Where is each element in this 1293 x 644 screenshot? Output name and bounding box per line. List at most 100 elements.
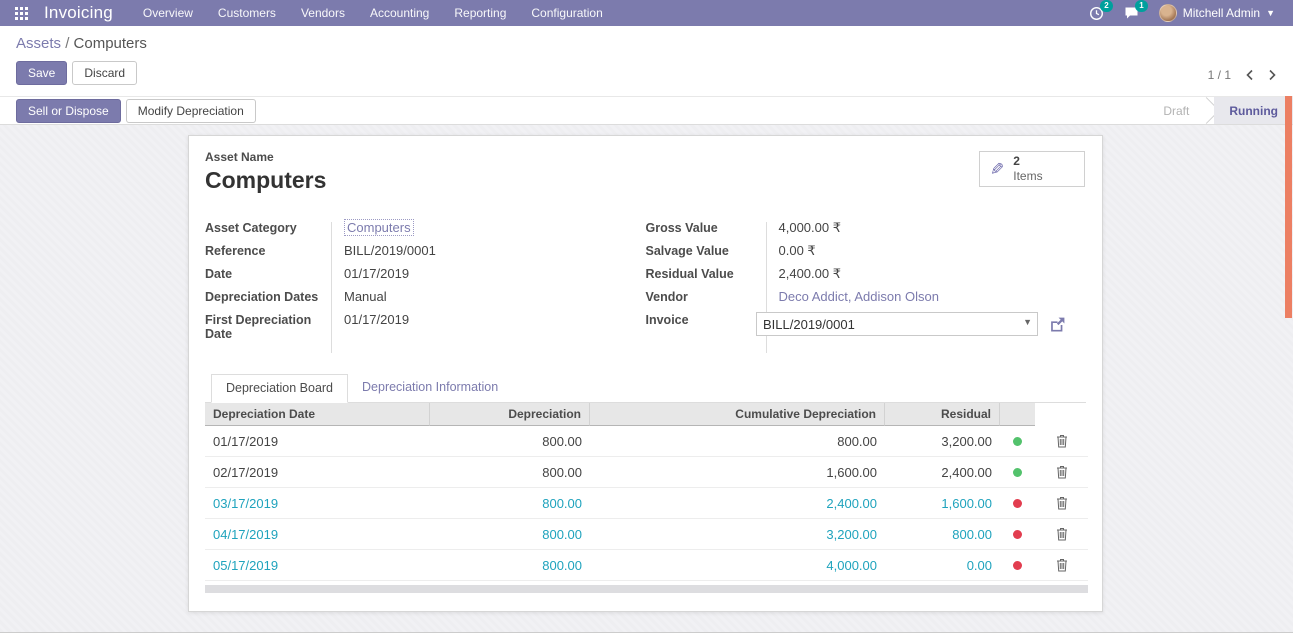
user-name: Mitchell Admin [1183,6,1260,20]
cell-date: 04/17/2019 [205,527,430,542]
menu-overview[interactable]: Overview [143,6,193,20]
table-header-row: Depreciation Date Depreciation Cumulativ… [205,403,1088,426]
cell-date: 05/17/2019 [205,558,430,573]
external-link-icon[interactable] [1049,316,1066,333]
pager-previous-icon[interactable] [1245,69,1254,81]
tab-depreciation-information[interactable]: Depreciation Information [348,374,512,402]
asset-form-sheet: ✎ 2 Items Asset Name Computers Asset Cat… [188,135,1103,612]
statusbar: Draft Running [1148,97,1293,124]
main-menu: Overview Customers Vendors Accounting Re… [143,6,603,20]
table-horizontal-scrollbar[interactable] [205,585,1088,593]
invoice-label: Invoice [646,312,744,336]
menu-configuration[interactable]: Configuration [531,6,602,20]
first-depreciation-date-label: First Depreciation Date [205,312,331,341]
table-row[interactable]: 01/17/2019 800.00 800.00 3,200.00 [205,426,1088,457]
pager-next-icon[interactable] [1268,69,1277,81]
depreciation-dates-field[interactable]: Manual [331,289,626,306]
table-row[interactable]: 05/17/2019 800.00 4,000.00 0.00 [205,550,1088,581]
breadcrumb: Assets / Computers [16,35,1277,52]
table-row[interactable]: 02/17/2019 800.00 1,600.00 2,400.00 [205,457,1088,488]
date-field[interactable]: 01/17/2019 [331,266,626,283]
vendor-label: Vendor [646,289,766,306]
page-scrollbar-thumb[interactable] [1285,96,1292,318]
table-row[interactable]: 03/17/2019 800.00 2,400.00 1,600.00 [205,488,1088,519]
asset-name-value[interactable]: Computers [205,167,1086,194]
reference-field[interactable]: BILL/2019/0001 [331,243,626,260]
cell-date: 03/17/2019 [205,496,430,511]
bottom-divider [0,632,1293,644]
menu-accounting[interactable]: Accounting [370,6,429,20]
cell-residual: 3,200.00 [885,434,1000,449]
breadcrumb-assets[interactable]: Assets [16,35,61,52]
items-count: 2 [1013,154,1042,169]
chevron-down-icon: ▼ [1266,8,1275,18]
cell-date: 02/17/2019 [205,465,430,480]
group-divider [331,222,332,353]
asset-name-label: Asset Name [205,150,1086,164]
statusbar-arrow-icon [1204,97,1214,124]
table-row[interactable]: 04/17/2019 800.00 3,200.00 800.00 [205,519,1088,550]
navbar-right: 2 1 Mitchell Admin ▼ [1089,4,1283,22]
cell-date: 01/17/2019 [205,434,430,449]
delete-row-icon[interactable] [1056,496,1068,510]
action-buttons: Sell or Dispose Modify Depreciation [16,97,256,124]
form-view-background: ✎ 2 Items Asset Name Computers Asset Cat… [0,125,1293,632]
header-cumulative-depreciation[interactable]: Cumulative Depreciation [590,403,885,426]
activities-button[interactable]: 2 [1089,6,1104,21]
top-navbar: Invoicing Overview Customers Vendors Acc… [0,0,1293,26]
table-body: 01/17/2019 800.00 800.00 3,200.00 02/17/… [205,426,1088,581]
action-status-row: Sell or Dispose Modify Depreciation Draf… [0,96,1293,125]
cell-residual: 800.00 [885,527,1000,542]
salvage-value-field[interactable]: 0.00 ₹ [766,243,1067,260]
asset-category-label: Asset Category [205,220,331,237]
unposted-status-dot [1013,530,1022,539]
gross-value-field[interactable]: 4,000.00 ₹ [766,220,1067,237]
menu-vendors[interactable]: Vendors [301,6,345,20]
discard-button[interactable]: Discard [72,61,137,85]
invoice-field[interactable] [756,312,1038,336]
asset-category-field[interactable]: Computers [344,219,414,236]
salvage-value-label: Salvage Value [646,243,766,260]
delete-row-icon[interactable] [1056,527,1068,541]
messages-button[interactable]: 1 [1124,6,1139,20]
activity-count-badge: 2 [1100,0,1112,12]
modify-depreciation-button[interactable]: Modify Depreciation [126,99,256,123]
delete-row-icon[interactable] [1056,434,1068,448]
header-depreciation[interactable]: Depreciation [430,403,590,426]
cell-residual: 1,600.00 [885,496,1000,511]
state-running[interactable]: Running [1214,97,1293,124]
app-title[interactable]: Invoicing [44,3,113,23]
items-stat-button[interactable]: ✎ 2 Items [979,151,1085,187]
field-groups: Asset Category Computers Reference BILL/… [205,220,1086,347]
notebook-tabs: Depreciation Board Depreciation Informat… [205,374,1086,403]
header-residual[interactable]: Residual [885,403,1000,426]
delete-row-icon[interactable] [1056,558,1068,572]
tab-depreciation-board[interactable]: Depreciation Board [211,374,348,403]
first-depreciation-date-field[interactable]: 01/17/2019 [331,312,626,341]
cell-residual: 0.00 [885,558,1000,573]
reference-label: Reference [205,243,331,260]
header-depreciation-date[interactable]: Depreciation Date [205,403,430,426]
vendor-field[interactable]: Deco Addict, Addison Olson [779,289,939,304]
pager-value: 1 / 1 [1208,68,1231,82]
user-avatar [1159,4,1177,22]
residual-value-field[interactable]: 2,400.00 ₹ [766,266,1067,283]
depreciation-table: Depreciation Date Depreciation Cumulativ… [205,403,1088,593]
header-status [1000,403,1035,426]
apps-menu-icon[interactable] [10,7,32,20]
date-label: Date [205,266,331,283]
posted-status-dot [1013,437,1022,446]
sell-or-dispose-button[interactable]: Sell or Dispose [16,99,121,123]
cell-residual: 2,400.00 [885,465,1000,480]
gross-value-label: Gross Value [646,220,766,237]
menu-customers[interactable]: Customers [218,6,276,20]
save-button[interactable]: Save [16,61,67,85]
cell-cumulative: 4,000.00 [590,558,885,573]
state-draft[interactable]: Draft [1148,97,1204,124]
user-menu[interactable]: Mitchell Admin ▼ [1159,4,1275,22]
cell-cumulative: 800.00 [590,434,885,449]
delete-row-icon[interactable] [1056,465,1068,479]
message-count-badge: 1 [1135,0,1147,12]
menu-reporting[interactable]: Reporting [454,6,506,20]
cell-depreciation: 800.00 [430,434,590,449]
